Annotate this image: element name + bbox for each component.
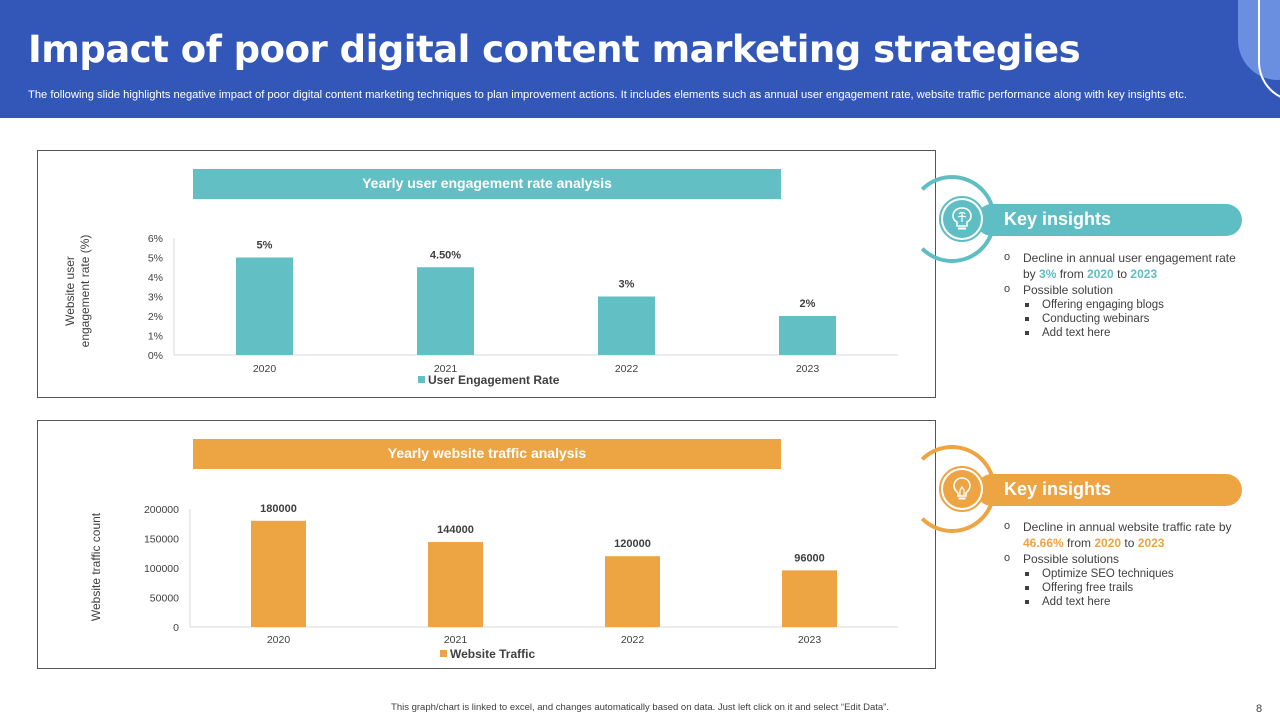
y-axis-label: Website user bbox=[63, 256, 77, 326]
data-label: 144000 bbox=[437, 524, 474, 536]
insight-text: Decline in annual user engagement rate b… bbox=[1023, 251, 1236, 281]
insight-to-year: 2023 bbox=[1130, 267, 1158, 281]
bar bbox=[251, 520, 306, 627]
y-tick-label: 1% bbox=[148, 331, 163, 343]
x-tick-label: 2022 bbox=[615, 363, 639, 375]
insight-header-engagement: Key insights bbox=[908, 175, 1246, 263]
footer-note: This graph/chart is linked to excel, and… bbox=[391, 702, 889, 713]
engagement-chart-title: Yearly user engagement rate analysis bbox=[193, 169, 781, 199]
engagement-chart-panel[interactable]: Yearly user engagement rate analysis 0% 1… bbox=[37, 150, 936, 398]
insight-heading: Key insights bbox=[1004, 479, 1112, 499]
insight-solution-heading: Possible solutions bbox=[1004, 550, 1244, 567]
insight-pill bbox=[976, 474, 1242, 506]
data-label: 2% bbox=[800, 298, 816, 310]
data-label: 5% bbox=[257, 240, 273, 252]
insight-body-engagement: Decline in annual user engagement rate b… bbox=[1004, 249, 1244, 340]
insight-bullet: Decline in annual user engagement rate b… bbox=[1004, 249, 1244, 282]
insight-icon-circle bbox=[939, 196, 985, 242]
bar bbox=[236, 257, 293, 355]
insight-text: from bbox=[1063, 536, 1095, 550]
x-tick-label: 2023 bbox=[798, 634, 822, 646]
insight-value: 46.66% bbox=[1023, 536, 1064, 550]
x-tick-label: 2020 bbox=[267, 634, 291, 646]
x-tick-label: 2023 bbox=[796, 363, 820, 375]
solution-item: Offering engaging blogs bbox=[1004, 298, 1244, 312]
x-tick-label: 2020 bbox=[253, 363, 277, 375]
y-tick-label: 6% bbox=[148, 233, 163, 245]
insight-pill bbox=[976, 204, 1242, 236]
y-tick-label: 0% bbox=[148, 350, 163, 362]
bar bbox=[779, 316, 836, 355]
y-axis-label: Website traffic count bbox=[89, 512, 103, 621]
insight-text: from bbox=[1056, 267, 1088, 281]
page-subtitle: The following slide highlights negative … bbox=[28, 89, 1187, 101]
data-label: 180000 bbox=[260, 503, 297, 515]
x-tick-label: 2022 bbox=[621, 634, 645, 646]
y-tick-label: 50000 bbox=[150, 593, 179, 605]
header-bar: Impact of poor digital content marketing… bbox=[0, 0, 1280, 118]
data-label: 120000 bbox=[614, 538, 651, 550]
insight-from-year: 2020 bbox=[1094, 536, 1122, 550]
y-tick-label: 150000 bbox=[144, 534, 179, 546]
insight-text: Decline in annual website traffic rate b… bbox=[1023, 520, 1232, 534]
solution-item: Optimize SEO techniques bbox=[1004, 567, 1244, 581]
page-title: Impact of poor digital content marketing… bbox=[28, 28, 1081, 71]
data-label: 3% bbox=[619, 279, 635, 291]
bar bbox=[605, 556, 660, 627]
y-tick-label: 0 bbox=[173, 622, 179, 634]
y-tick-label: 3% bbox=[148, 292, 163, 304]
solution-item: Offering free trails bbox=[1004, 581, 1244, 595]
insight-icon-circle bbox=[939, 466, 985, 512]
bar bbox=[782, 570, 837, 627]
insight-solution-heading: Possible solution bbox=[1004, 281, 1244, 298]
traffic-chart-title: Yearly website traffic analysis bbox=[193, 439, 781, 469]
engagement-chart: 0% 1% 2% 3% 4% 5% 6% 5% 2020 4.50% 2021 3% 2022 2% 202… bbox=[63, 233, 898, 387]
data-label: 4.50% bbox=[430, 249, 461, 261]
y-axis-label: engagement rate (%) bbox=[78, 235, 92, 348]
page-number: 8 bbox=[1256, 703, 1263, 715]
insight-to-year: 2023 bbox=[1137, 536, 1165, 550]
insight-text: to bbox=[1113, 267, 1131, 281]
header-decoration-outline bbox=[1258, 0, 1280, 102]
y-tick-label: 200000 bbox=[144, 504, 179, 516]
bar bbox=[428, 542, 483, 627]
insight-body-traffic: Decline in annual website traffic rate b… bbox=[1004, 518, 1244, 609]
traffic-chart-panel[interactable]: Yearly website traffic analysis 0 50000 10… bbox=[37, 420, 936, 669]
legend-swatch bbox=[440, 650, 447, 657]
insight-value: 3% bbox=[1039, 267, 1057, 281]
solution-item: Add text here bbox=[1004, 326, 1244, 340]
insight-text: to bbox=[1121, 536, 1138, 550]
insight-heading: Key insights bbox=[1004, 209, 1112, 229]
insight-header-traffic: Key insights bbox=[908, 445, 1246, 533]
solution-item: Add text here bbox=[1004, 595, 1244, 609]
legend-label: User Engagement Rate bbox=[428, 373, 560, 387]
y-tick-label: 4% bbox=[148, 272, 163, 284]
traffic-chart: 0 50000 100000 150000 200000 180000 2020 144000… bbox=[89, 503, 898, 661]
bar bbox=[417, 267, 474, 355]
bar bbox=[598, 296, 655, 355]
y-tick-label: 5% bbox=[148, 253, 163, 265]
solution-item: Conducting webinars bbox=[1004, 312, 1244, 326]
legend-swatch bbox=[418, 376, 425, 383]
insight-bullet: Decline in annual website traffic rate b… bbox=[1004, 518, 1244, 551]
y-tick-label: 2% bbox=[148, 311, 163, 323]
x-tick-label: 2021 bbox=[434, 363, 458, 375]
data-label: 96000 bbox=[794, 552, 825, 564]
insight-from-year: 2020 bbox=[1087, 267, 1114, 281]
legend-label: Website Traffic bbox=[450, 647, 535, 661]
x-tick-label: 2021 bbox=[444, 634, 468, 646]
brain-bulb-icon bbox=[952, 207, 972, 230]
lightbulb-icon bbox=[953, 477, 971, 500]
y-tick-label: 100000 bbox=[144, 563, 179, 575]
